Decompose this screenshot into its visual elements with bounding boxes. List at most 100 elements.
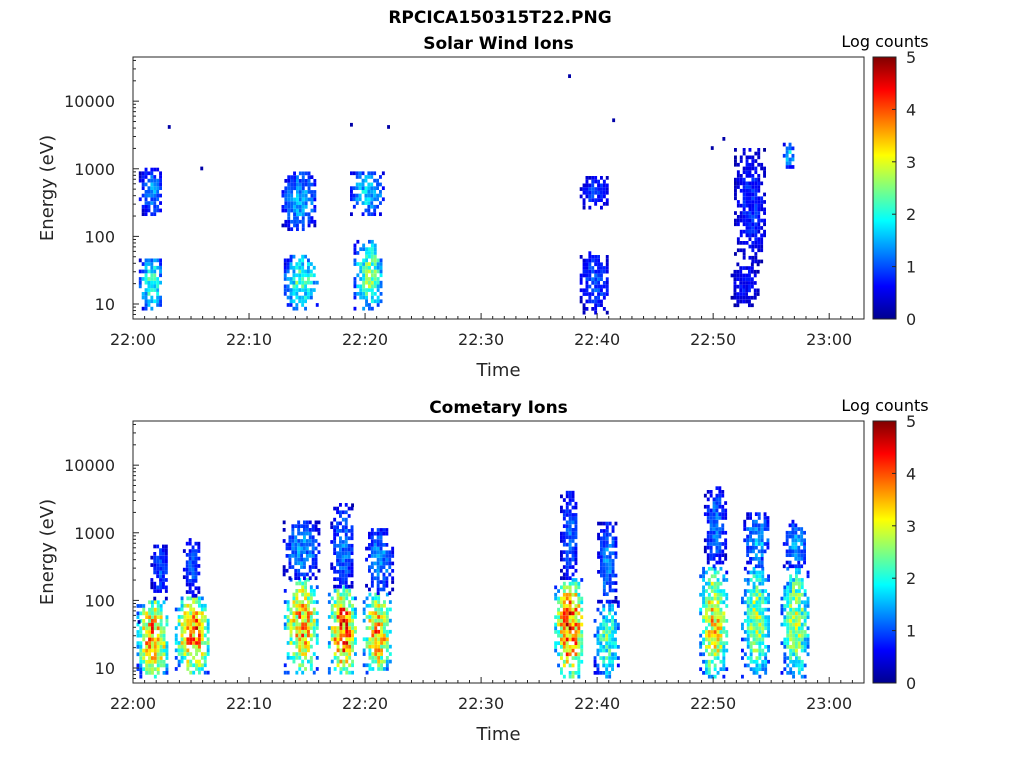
heatmap-cell [795, 663, 798, 668]
heatmap-cell [159, 201, 162, 205]
heatmap-cell [800, 600, 804, 605]
heatmap-cell [379, 531, 383, 536]
heatmap-cell [189, 615, 193, 619]
heatmap-cell [554, 630, 558, 634]
heatmap-cell [339, 536, 342, 541]
heatmap-cell [614, 630, 617, 634]
heatmap-cell [354, 596, 357, 601]
heatmap-cell [300, 561, 303, 566]
heatmap-cell [599, 637, 603, 642]
heatmap-cell [600, 544, 603, 548]
heatmap-cell [189, 611, 193, 616]
heatmap-cell [361, 178, 365, 183]
heatmap-cell [605, 663, 609, 668]
heatmap-cell [797, 560, 801, 565]
heatmap-cell [608, 611, 612, 616]
heatmap-cell [752, 589, 756, 593]
heatmap-cell [144, 265, 148, 270]
heatmap-cell [376, 565, 380, 570]
heatmap-cell [153, 641, 157, 646]
heatmap-cell [283, 622, 287, 627]
heatmap-cell [198, 644, 201, 649]
heatmap-cell [195, 622, 198, 627]
heatmap-cell [342, 585, 346, 590]
heatmap-cell [751, 177, 755, 182]
heatmap-cell [153, 167, 157, 172]
heatmap-cell [707, 578, 711, 582]
heatmap-cell [159, 208, 162, 213]
heatmap-cell [602, 581, 606, 585]
heatmap-cell [341, 555, 345, 559]
heatmap-cell [786, 630, 790, 634]
heatmap-cell [702, 630, 705, 634]
heatmap-cell [748, 266, 751, 270]
heatmap-cell [577, 645, 581, 649]
heatmap-cell [194, 579, 198, 583]
heatmap-cell [789, 645, 793, 649]
heatmap-cell [608, 619, 612, 623]
heatmap-cell [722, 652, 726, 657]
heatmap-cell [568, 546, 572, 551]
heatmap-cell [339, 618, 343, 623]
heatmap-cell [749, 545, 752, 550]
heatmap-cell [298, 186, 302, 191]
heatmap-cell [287, 190, 291, 194]
heatmap-cell [159, 656, 163, 660]
heatmap-cell [703, 545, 707, 550]
heatmap-cell [342, 626, 346, 630]
heatmap-cell [293, 175, 296, 180]
heatmap-cell [757, 237, 761, 242]
heatmap-cell [574, 611, 578, 616]
heatmap-cell [185, 579, 189, 583]
heatmap-cell [371, 641, 375, 645]
heatmap-cell [301, 205, 305, 209]
heatmap-cell [330, 659, 334, 664]
heatmap-cell [712, 557, 716, 561]
heatmap-cell [743, 592, 747, 597]
heatmap-cell [734, 181, 737, 186]
heatmap-cell [602, 622, 606, 627]
heatmap-cell [188, 571, 192, 576]
heatmap-cell [786, 566, 790, 571]
heatmap-cell [351, 637, 354, 642]
heatmap-cell [350, 171, 353, 176]
heatmap-cell [602, 544, 606, 548]
heatmap-cell [702, 578, 705, 582]
heatmap-cell [311, 542, 315, 547]
heatmap-cell [151, 645, 154, 649]
heatmap-cell [289, 303, 293, 307]
heatmap-cell [752, 549, 755, 554]
heatmap-cell [597, 194, 600, 199]
heatmap-cell [758, 574, 762, 579]
heatmap-cell [600, 303, 603, 308]
heatmap-cell [786, 671, 790, 675]
heatmap-cell [365, 247, 368, 252]
heatmap-cell [562, 542, 566, 547]
heatmap-cell [709, 512, 713, 517]
heatmap-cell [147, 178, 151, 183]
heatmap-cell [370, 295, 374, 300]
heatmap-cell [757, 530, 761, 535]
heatmap-cell [294, 542, 298, 547]
heatmap-cell [150, 284, 154, 289]
heatmap-cell [803, 589, 807, 593]
heatmap-cell [785, 530, 789, 535]
heatmap-cell [571, 572, 575, 577]
heatmap-cell [141, 262, 145, 266]
heatmap-cell [370, 284, 374, 289]
heatmap-cell [709, 549, 713, 554]
heatmap-cell [736, 299, 740, 304]
heatmap-cell [568, 600, 572, 605]
heatmap-cell [742, 273, 746, 278]
heatmap-cell [298, 179, 302, 183]
heatmap-cell [713, 630, 717, 634]
heatmap-cell [739, 159, 743, 163]
heatmap-cell [185, 575, 189, 580]
heatmap-cell [370, 576, 374, 581]
heatmap-cell [594, 198, 598, 203]
heatmap-cell [292, 254, 296, 259]
heatmap-cell [736, 277, 740, 282]
heatmap-cell [562, 674, 566, 679]
heatmap-cell [327, 626, 331, 630]
heatmap-cell [144, 171, 148, 176]
